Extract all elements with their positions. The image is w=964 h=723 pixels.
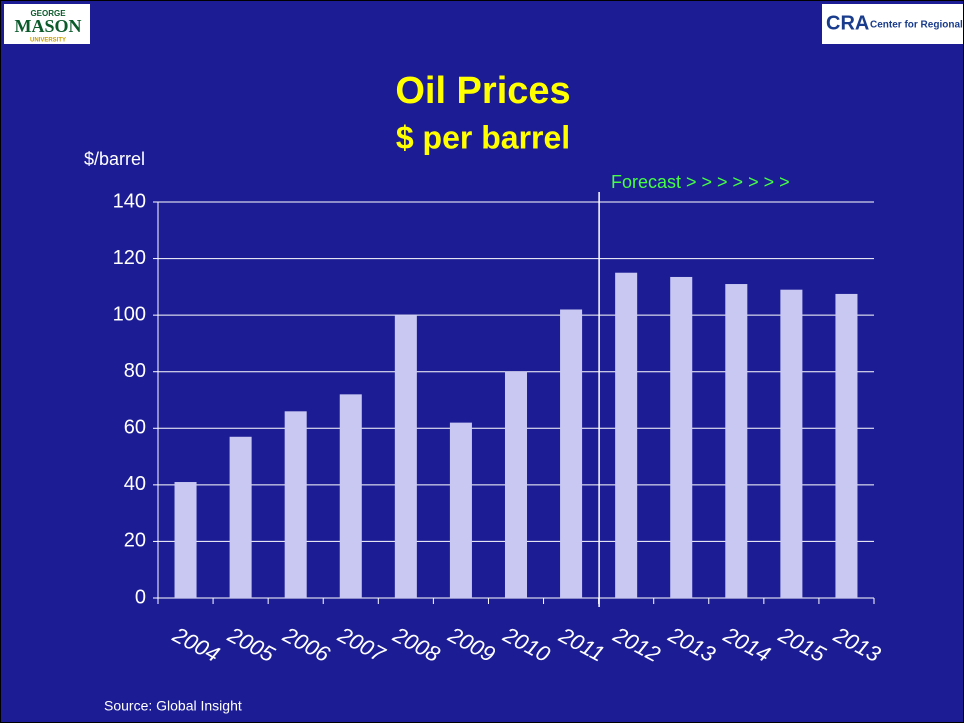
y-tick-label: 40 <box>124 473 146 495</box>
bar <box>504 371 528 598</box>
bar <box>835 293 858 598</box>
bar <box>174 482 197 598</box>
source-note: Source: Global Insight <box>104 698 242 714</box>
gmu-logo-box <box>4 4 90 44</box>
forecast-annotation: Forecast > > > > > > > <box>611 172 790 192</box>
bar <box>394 315 417 598</box>
y-tick-label: 140 <box>113 190 146 212</box>
y-tick-label: 80 <box>124 360 146 382</box>
bar <box>725 284 748 598</box>
cra-logo-mark: CRA <box>826 12 869 34</box>
bar <box>339 394 362 598</box>
gmu-logo-text: MASON <box>15 16 82 36</box>
y-tick-label: 100 <box>113 303 146 325</box>
bar <box>670 276 693 598</box>
y-tick-label: 20 <box>124 530 146 552</box>
chart-subtitle: $ per barrel <box>396 119 570 155</box>
y-tick-label: 60 <box>124 417 146 439</box>
bar <box>615 272 638 598</box>
bar <box>229 436 252 598</box>
bar <box>449 422 472 598</box>
y-tick-label: 0 <box>135 586 146 608</box>
y-axis-label: $/barrel <box>84 149 145 169</box>
gmu-logo-text: GEORGE <box>30 9 66 18</box>
bar <box>284 411 307 598</box>
cra-logo-text: Center for Regional Analysis <box>870 20 964 31</box>
bar <box>560 309 583 598</box>
cra-logo-box <box>822 4 963 44</box>
y-tick-label: 120 <box>113 247 146 269</box>
chart-title: Oil Prices <box>395 70 570 112</box>
gmu-logo-text: UNIVERSITY <box>30 38 66 44</box>
bar <box>780 289 803 598</box>
